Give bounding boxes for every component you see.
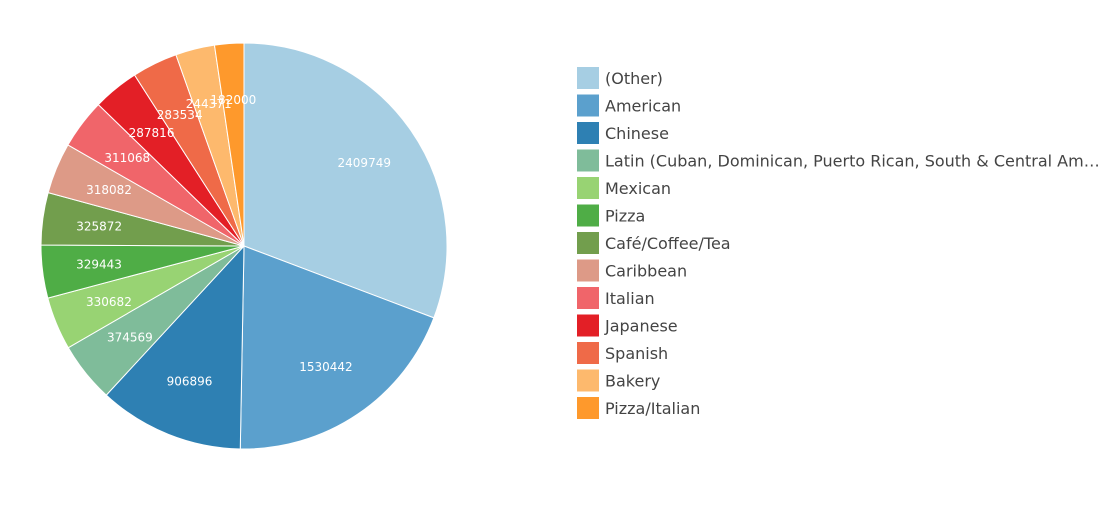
legend-label: (Other) <box>605 69 663 88</box>
legend-item[interactable]: Café/Coffee/Tea <box>577 232 731 254</box>
legend-label: Latin (Cuban, Dominican, Puerto Rican, S… <box>605 152 1100 171</box>
legend-item[interactable]: Spanish <box>577 342 668 364</box>
slice-value-label: 244371 <box>186 97 232 111</box>
legend-label: American <box>605 97 681 116</box>
legend-label: Café/Coffee/Tea <box>605 234 731 253</box>
legend-label: Bakery <box>605 372 660 391</box>
slice-value-label: 311068 <box>104 151 150 165</box>
slice-value-label: 2409749 <box>338 156 391 170</box>
legend-swatch <box>577 122 599 144</box>
legend-item[interactable]: Latin (Cuban, Dominican, Puerto Rican, S… <box>577 149 1100 172</box>
pie-slice[interactable] <box>239 245 435 450</box>
slice-value-label: 283534 <box>157 108 203 122</box>
pie-slice[interactable] <box>213 42 245 247</box>
legend-label: Italian <box>605 289 655 308</box>
legend: (Other) American Chinese Latin (Cuban, Domi… <box>577 67 1100 419</box>
legend-label: Caribbean <box>605 262 687 281</box>
legend-item[interactable]: Mexican <box>577 177 671 199</box>
legend-swatch <box>577 67 599 89</box>
legend-label: Mexican <box>605 179 671 198</box>
legend-swatch <box>577 314 599 337</box>
legend-item[interactable]: Chinese <box>577 122 669 144</box>
legend-item[interactable]: Italian <box>577 287 655 309</box>
legend-item[interactable]: Pizza <box>577 204 645 227</box>
legend-swatch <box>577 149 599 172</box>
slice-value-label: 325872 <box>76 219 122 233</box>
legend-item[interactable]: Caribbean <box>577 259 687 282</box>
legend-label: Pizza <box>605 207 645 226</box>
legend-label: Pizza/Italian <box>605 399 700 418</box>
slice-value-label: 906896 <box>167 375 213 389</box>
legend-item[interactable]: Japanese <box>577 314 678 337</box>
legend-swatch <box>577 342 599 364</box>
slice-value-label: 374569 <box>107 330 153 344</box>
legend-swatch <box>577 259 599 282</box>
legend-item[interactable]: American <box>577 94 681 117</box>
legend-item[interactable]: Bakery <box>577 369 660 392</box>
slice-labels: 2409749 1530442 906896 374569 330682 329443 32… <box>76 93 391 388</box>
legend-swatch <box>577 204 599 227</box>
legend-label: Chinese <box>605 124 669 143</box>
legend-item[interactable]: (Other) <box>577 67 663 89</box>
legend-swatch <box>577 177 599 199</box>
legend-swatch <box>577 397 599 419</box>
legend-swatch <box>577 369 599 392</box>
pie-slice[interactable] <box>105 244 245 450</box>
slice-value-label: 318082 <box>86 183 132 197</box>
slice-value-label: 1530442 <box>299 360 352 374</box>
slice-value-label: 330682 <box>86 295 132 309</box>
legend-label: Spanish <box>605 344 668 363</box>
slice-value-label: 182000 <box>210 93 256 107</box>
legend-item[interactable]: Pizza/Italian <box>577 397 700 419</box>
slice-value-label: 329443 <box>76 258 122 272</box>
pie-slices <box>40 42 448 450</box>
pie-slice[interactable] <box>243 42 448 319</box>
legend-label: Japanese <box>604 317 678 336</box>
legend-swatch <box>577 232 599 254</box>
legend-swatch <box>577 287 599 309</box>
legend-swatch <box>577 94 599 117</box>
slice-value-label: 287816 <box>129 126 175 140</box>
